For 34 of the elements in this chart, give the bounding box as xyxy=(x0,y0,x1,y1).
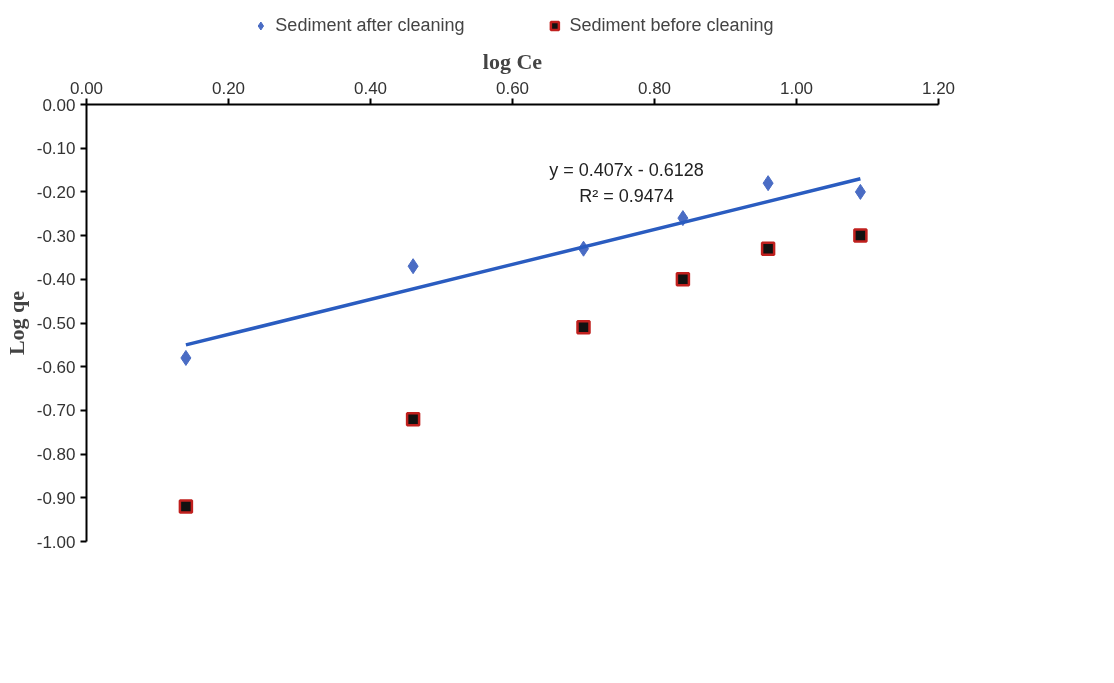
y-tick-label: -0.70 xyxy=(36,401,76,421)
point xyxy=(407,258,419,275)
legend-label: Sediment before cleaning xyxy=(569,14,774,36)
x-axis-title: log Ce xyxy=(482,48,543,74)
y-tick-label: -0.10 xyxy=(36,139,76,159)
y-tick-label: -0.40 xyxy=(36,270,76,290)
y-tick-label: -0.80 xyxy=(36,445,76,465)
point xyxy=(762,175,774,192)
point xyxy=(405,411,421,427)
y-tick-label: -0.20 xyxy=(36,182,76,202)
y-axis-title: Log qe xyxy=(3,290,29,356)
annotation: y = 0.407x - 0.6128 xyxy=(549,159,704,180)
x-tick-label: 0.20 xyxy=(211,78,246,98)
y-tick-label: -1.00 xyxy=(36,532,76,552)
x-tick-label: 0.80 xyxy=(637,78,672,98)
point xyxy=(178,499,194,514)
point xyxy=(675,272,691,287)
y-tick-label: -0.90 xyxy=(36,488,76,508)
point xyxy=(760,241,776,256)
x-tick-label: 1.00 xyxy=(779,78,814,98)
y-tick-label: -0.50 xyxy=(36,314,76,333)
x-tick-label: 0.00 xyxy=(69,78,104,98)
x-tick-label: 1.20 xyxy=(921,78,956,98)
point xyxy=(854,183,866,200)
legend-label: Sediment after cleaning xyxy=(275,14,465,36)
point xyxy=(853,228,868,243)
point xyxy=(180,349,192,366)
annotation: R² = 0.9474 xyxy=(579,185,674,206)
x-tick-label: 0.40 xyxy=(353,78,388,98)
point xyxy=(576,320,591,335)
y-tick-label: -0.30 xyxy=(36,226,76,246)
x-tick-label: 0.60 xyxy=(495,78,530,98)
y-tick-label: -0.60 xyxy=(36,357,76,377)
y-tick-label: 0.00 xyxy=(42,95,76,115)
